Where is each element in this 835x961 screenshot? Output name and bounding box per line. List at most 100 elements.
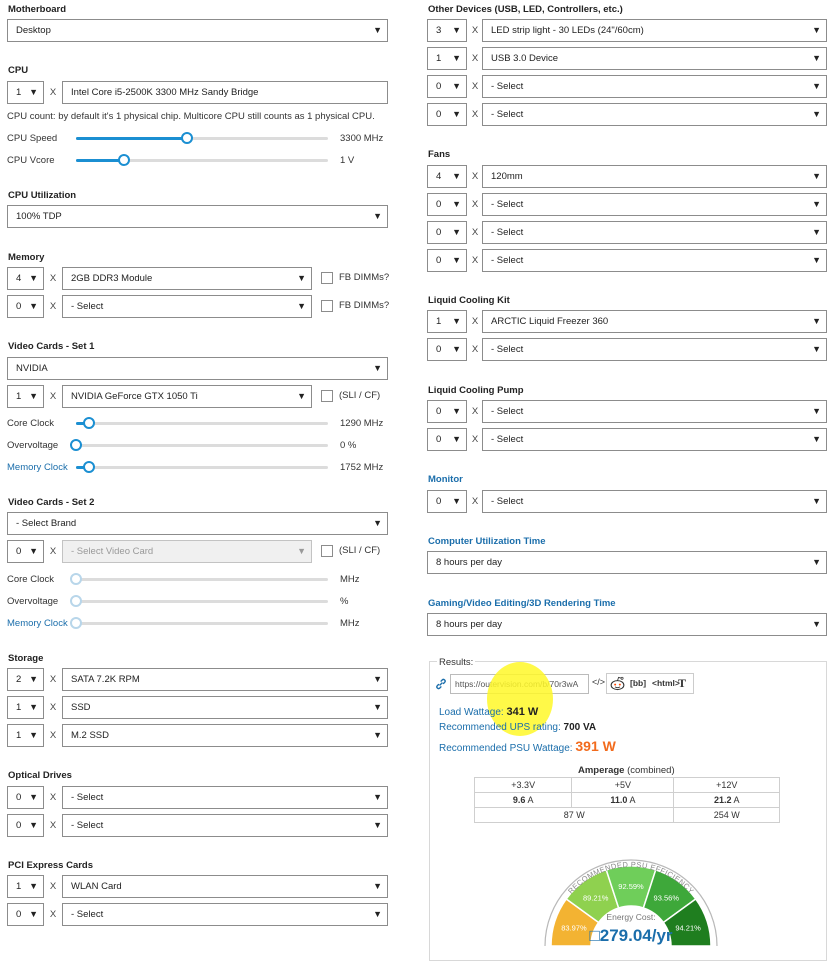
gauge-value-0: 83.97% (561, 923, 587, 932)
memory-clock-value: 1752 MHz (340, 462, 384, 473)
storage-qty-value: 1 (16, 702, 22, 713)
monitor-value: - Select (491, 496, 524, 507)
other-device-select[interactable]: USB 3.0 Device ▼ (482, 47, 827, 70)
cpu-util-select[interactable]: 100% TDP ▼ (7, 205, 388, 228)
monitor-label[interactable]: Monitor (428, 474, 463, 485)
core-clock-slider[interactable] (76, 417, 328, 429)
sli-checkbox[interactable] (321, 390, 333, 402)
video2-qty-select[interactable]: 0 ▼ (7, 540, 44, 563)
reddit-icon[interactable] (609, 675, 626, 692)
bbcode-button[interactable]: [bb] (630, 678, 647, 688)
other-qty-select[interactable]: 0 ▼ (427, 103, 467, 126)
memory-clock-label[interactable]: Memory Clock (7, 462, 68, 473)
storage-type-select[interactable]: SSD ▼ (62, 696, 388, 719)
load-wattage-value: 341 W (506, 706, 539, 718)
fan-select[interactable]: - Select ▼ (482, 221, 827, 244)
other-device-select[interactable]: LED strip light - 30 LEDs (24"/60cm) ▼ (482, 19, 827, 42)
fan-qty-select[interactable]: 0 ▼ (427, 193, 467, 216)
video2-brand-select[interactable]: - Select Brand ▼ (7, 512, 388, 535)
memory-clock-fill (76, 466, 89, 469)
cpu-vcore-slider[interactable] (76, 154, 328, 166)
liquid-kit-qty-select[interactable]: 0 ▼ (427, 338, 467, 361)
fan-qty-select[interactable]: 0 ▼ (427, 221, 467, 244)
overvoltage-handle[interactable] (70, 439, 82, 451)
sli-checkbox[interactable] (321, 545, 333, 557)
cpu-model-input[interactable]: Intel Core i5-2500K 3300 MHz Sandy Bridg… (62, 81, 388, 104)
other-qty-value: 0 (436, 109, 442, 120)
core-clock-label: Core Clock (7, 418, 54, 429)
motherboard-select[interactable]: Desktop ▼ (7, 19, 388, 42)
chevron-down-icon: ▼ (452, 434, 461, 444)
chevron-down-icon: ▼ (452, 81, 461, 91)
memory-clock-slider[interactable] (76, 461, 328, 473)
other-device-select[interactable]: - Select ▼ (482, 103, 827, 126)
liquid-kit-select[interactable]: ARCTIC Liquid Freezer 360 ▼ (482, 310, 827, 333)
storage-type-select[interactable]: SATA 7.2K RPM ▼ (62, 668, 388, 691)
memory-clock-label[interactable]: Memory Clock (7, 618, 68, 629)
fan-qty-select[interactable]: 0 ▼ (427, 249, 467, 272)
storage-qty-select[interactable]: 1 ▼ (7, 696, 44, 719)
memory-clock-handle[interactable] (82, 461, 95, 473)
overvoltage-handle (70, 595, 82, 607)
embed-code-icon[interactable]: </> (592, 677, 606, 687)
memory-qty-select[interactable]: 4 ▼ (7, 267, 44, 290)
storage-qty-select[interactable]: 1 ▼ (7, 724, 44, 747)
video1-card-select[interactable]: NVIDIA GeForce GTX 1050 Ti ▼ (62, 385, 312, 408)
other-device-select[interactable]: - Select ▼ (482, 75, 827, 98)
video1-brand-value: NVIDIA (16, 363, 48, 374)
fan-select[interactable]: - Select ▼ (482, 249, 827, 272)
fb-dimms-checkbox[interactable] (321, 300, 333, 312)
cpu-speed-slider[interactable] (76, 132, 328, 144)
util-time-select[interactable]: 8 hours per day ▼ (427, 551, 827, 574)
storage-type-select[interactable]: M.2 SSD ▼ (62, 724, 388, 747)
optical-qty-select[interactable]: 0 ▼ (7, 786, 44, 809)
other-qty-select[interactable]: 0 ▼ (427, 75, 467, 98)
cpu-vcore-handle[interactable] (117, 154, 130, 166)
other-qty-select[interactable]: 3 ▼ (427, 19, 467, 42)
times-symbol: X (471, 316, 479, 327)
video1-brand-select[interactable]: NVIDIA ▼ (7, 357, 388, 380)
ups-rating-label: Recommended UPS rating: (439, 722, 561, 733)
cpu-qty-select[interactable]: 1 ▼ (7, 81, 44, 104)
monitor-qty-select[interactable]: 0 ▼ (427, 490, 467, 513)
video1-label: Video Cards - Set 1 (8, 341, 95, 352)
other-qty-select[interactable]: 1 ▼ (427, 47, 467, 70)
gaming-time-label[interactable]: Gaming/Video Editing/3D Rendering Time (428, 598, 616, 609)
cpu-vcore-value: 1 V (340, 155, 355, 166)
liquid-pump-select[interactable]: - Select ▼ (482, 400, 827, 423)
pcie-card-select[interactable]: - Select ▼ (62, 903, 388, 926)
video1-qty-select[interactable]: 1 ▼ (7, 385, 44, 408)
fb-dimms-checkbox[interactable] (321, 272, 333, 284)
pcie-qty-select[interactable]: 0 ▼ (7, 903, 44, 926)
pcie-card-select[interactable]: WLAN Card ▼ (62, 875, 388, 898)
fan-select[interactable]: - Select ▼ (482, 193, 827, 216)
amp-header-5v: +5V (571, 777, 675, 793)
html-button[interactable]: <html> (652, 678, 680, 688)
optical-qty-select[interactable]: 0 ▼ (7, 814, 44, 837)
pcie-qty-select[interactable]: 1 ▼ (7, 875, 44, 898)
memory-qty-select[interactable]: 0 ▼ (7, 295, 44, 318)
optical-drive-select[interactable]: - Select ▼ (62, 786, 388, 809)
fan-select[interactable]: 120mm ▼ (482, 165, 827, 188)
chevron-down-icon: ▼ (452, 171, 461, 181)
liquid-kit-select[interactable]: - Select ▼ (482, 338, 827, 361)
fan-qty-select[interactable]: 4 ▼ (427, 165, 467, 188)
fan-value: - Select (491, 255, 524, 266)
memory-module-select[interactable]: - Select ▼ (62, 295, 312, 318)
monitor-select[interactable]: - Select ▼ (482, 490, 827, 513)
optical-drive-select[interactable]: - Select ▼ (62, 814, 388, 837)
core-clock-handle[interactable] (82, 417, 95, 429)
liquid-pump-qty-select[interactable]: 0 ▼ (427, 400, 467, 423)
cpu-speed-handle[interactable] (180, 132, 193, 144)
liquid-pump-qty-select[interactable]: 0 ▼ (427, 428, 467, 451)
ups-rating-value: 700 VA (563, 722, 597, 733)
gaming-time-select[interactable]: 8 hours per day ▼ (427, 613, 827, 636)
util-time-label[interactable]: Computer Utilization Time (428, 536, 546, 547)
liquid-pump-select[interactable]: - Select ▼ (482, 428, 827, 451)
storage-qty-select[interactable]: 2 ▼ (7, 668, 44, 691)
overvoltage-slider[interactable] (70, 439, 328, 451)
monitor-qty-value: 0 (436, 496, 442, 507)
memory-module-select[interactable]: 2GB DDR3 Module ▼ (62, 267, 312, 290)
liquid-kit-qty-select[interactable]: 1 ▼ (427, 310, 467, 333)
text-button[interactable]: T (678, 676, 687, 690)
